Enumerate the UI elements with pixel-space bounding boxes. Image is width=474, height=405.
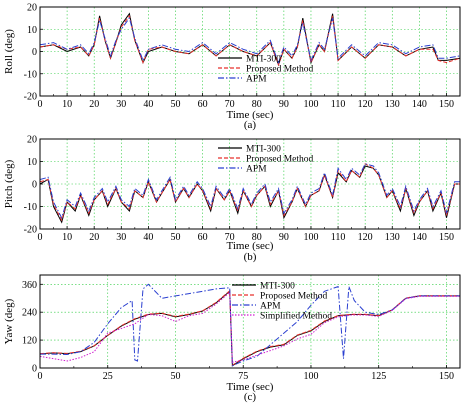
y-tick-label: 20: [27, 3, 37, 14]
series-line-simplified-method: [40, 291, 460, 363]
x-tick-label: 10: [62, 232, 72, 243]
x-tick-label: 70: [225, 99, 235, 110]
y-tick-label: 240: [22, 308, 37, 319]
legend-entry: Proposed Method: [246, 155, 314, 165]
series-line-apm: [40, 163, 460, 220]
x-tick-label: 130: [385, 232, 400, 243]
y-tick-label: -10: [24, 202, 37, 213]
x-tick-label: 150: [439, 232, 454, 243]
series-line-apm: [40, 16, 460, 65]
y-tick-label: 10: [27, 25, 37, 36]
x-tick-label: 80: [252, 99, 262, 110]
chart-panel-2: 0 10 20 30 40 50 60 70 80 90 100 110 120 130 140 150-20…: [3, 135, 461, 263]
x-tick-label: 50: [170, 99, 180, 110]
y-tick-label: 0: [32, 180, 37, 191]
x-tick-label: 30: [116, 99, 126, 110]
x-tick-label: 140: [412, 99, 427, 110]
legend-entry: APM: [246, 75, 267, 85]
x-tick-label: 60: [198, 232, 208, 243]
y-tick-label: 0: [32, 364, 37, 375]
x-tick-label: 125: [371, 371, 386, 382]
legend-entry: MTI-300: [246, 145, 281, 155]
legend-entry: MTI-300: [246, 55, 281, 65]
x-tick-label: 150: [439, 371, 454, 382]
x-tick-label: 150: [439, 99, 454, 110]
x-tick-label: 120: [358, 232, 373, 243]
x-tick-label: 110: [331, 232, 346, 243]
legend-entry: APM: [260, 302, 281, 312]
y-tick-label: 360: [22, 280, 37, 291]
series-line-apm: [40, 283, 460, 367]
plot-frame: [39, 274, 461, 369]
chart-panel-1: 0 10 20 30 40 50 60 70 80 90 100 110 120 130 140 150-20…: [3, 3, 461, 131]
x-tick-label: 90: [279, 232, 289, 243]
x-tick-label: 0: [38, 232, 43, 243]
y-tick-label: 20: [27, 135, 37, 146]
y-tick-label: 0: [32, 47, 37, 58]
x-axis-label: Time (sec): [227, 381, 274, 393]
x-tick-label: 40: [143, 232, 153, 243]
x-tick-label: 130: [385, 99, 400, 110]
chart-panel-3: 0 25 50 75 100 125 150 0 120 240 360 Time (sec) Yaw …: [3, 274, 461, 403]
x-tick-label: 50: [170, 232, 180, 243]
x-tick-label: 90: [279, 99, 289, 110]
x-tick-label: 50: [170, 371, 180, 382]
y-axis-label: Pitch (deg): [3, 159, 15, 208]
x-axis-label: Time (sec): [227, 240, 274, 252]
x-tick-label: 60: [198, 99, 208, 110]
x-tick-label: 75: [238, 371, 248, 382]
x-axis-label: Time (sec): [227, 109, 274, 121]
x-tick-label: 30: [116, 232, 126, 243]
x-tick-label: 20: [89, 99, 99, 110]
y-tick-label: -20: [24, 225, 37, 236]
y-tick-label: -20: [24, 92, 37, 103]
series-line-proposed-method: [40, 14, 460, 67]
legend-entry: MTI-300: [260, 282, 295, 292]
panel-caption: (c): [244, 391, 257, 403]
x-tick-label: 0: [38, 99, 43, 110]
legend-entry: Proposed Method: [260, 292, 328, 302]
x-tick-label: 100: [303, 99, 318, 110]
legend-entry: Simplified Method: [260, 311, 332, 322]
y-tick-label: 10: [27, 157, 37, 168]
legend-entry: Proposed Method: [246, 65, 314, 75]
x-tick-label: 110: [331, 99, 346, 110]
x-tick-label: 10: [62, 99, 72, 110]
series-line-proposed-method: [40, 163, 460, 222]
panel-caption: (b): [244, 251, 257, 263]
x-tick-label: 20: [89, 232, 99, 243]
x-tick-label: 80: [252, 232, 262, 243]
x-tick-label: 40: [143, 99, 153, 110]
panel-caption: (a): [244, 119, 257, 131]
y-axis-label: Roll (deg): [3, 29, 15, 74]
y-tick-label: -10: [24, 69, 37, 80]
legend-entry: APM: [246, 165, 267, 175]
x-tick-label: 140: [412, 232, 427, 243]
y-axis-label: Yaw (deg): [3, 298, 15, 344]
x-tick-label: 25: [103, 371, 113, 382]
x-tick-label: 0: [38, 371, 43, 382]
x-tick-label: 70: [225, 232, 235, 243]
x-tick-label: 100: [303, 371, 318, 382]
x-tick-label: 120: [358, 99, 373, 110]
y-tick-label: 120: [22, 336, 37, 347]
x-tick-label: 100: [303, 232, 318, 243]
series-line-proposed-method: [40, 289, 460, 367]
